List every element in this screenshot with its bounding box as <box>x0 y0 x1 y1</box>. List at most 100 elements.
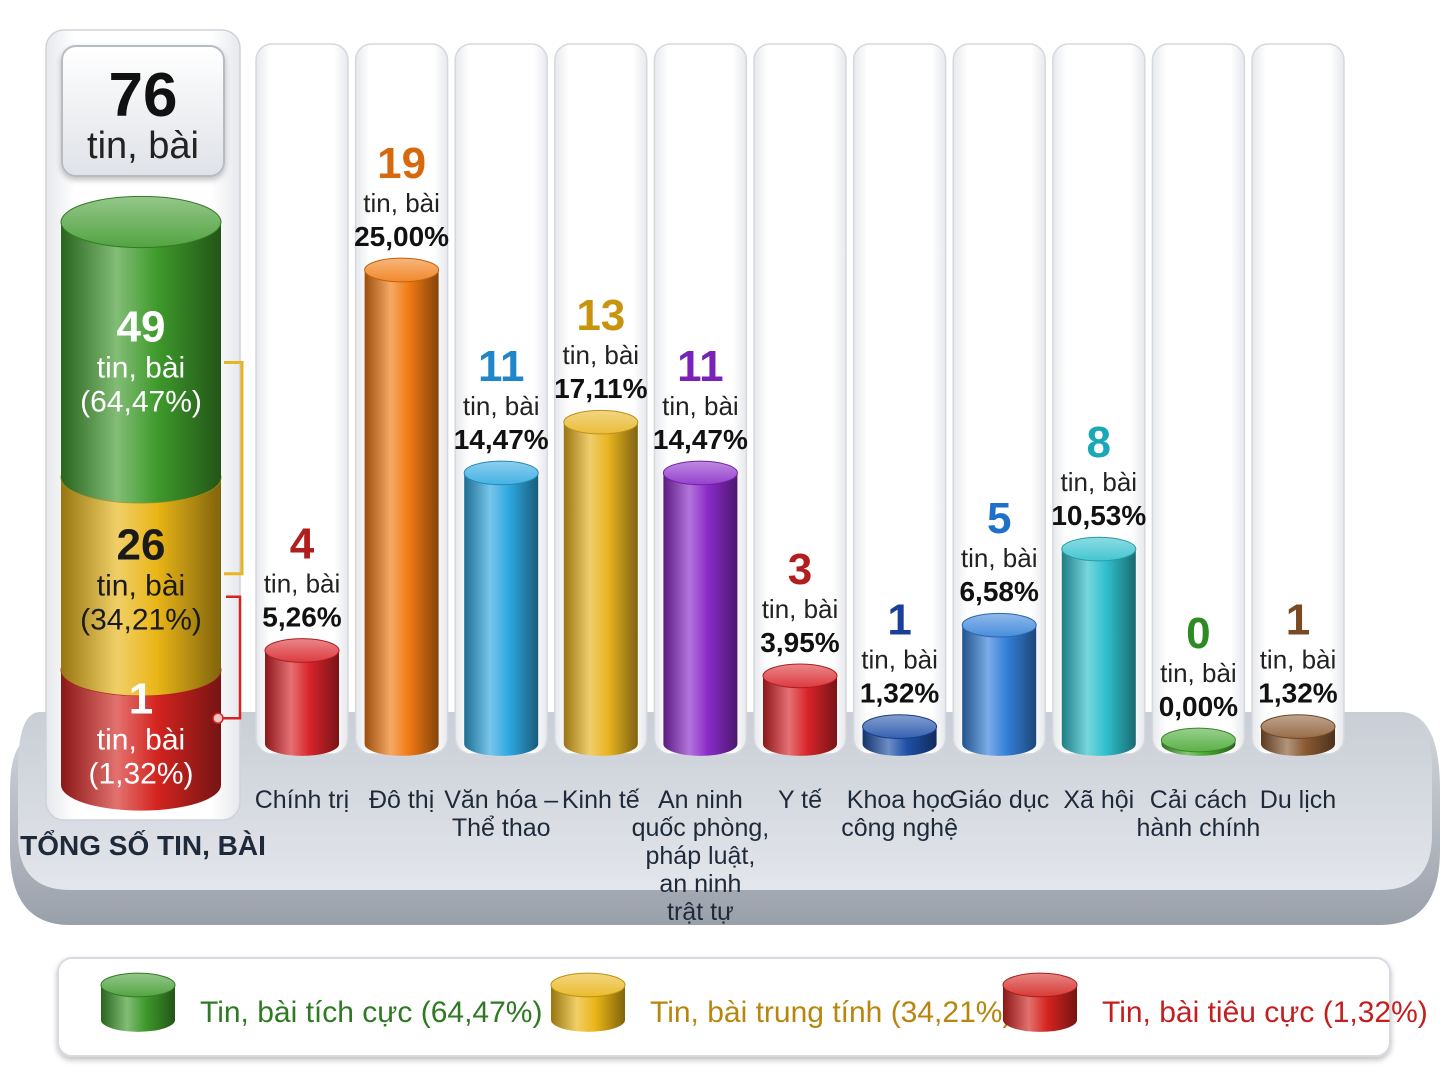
bar-3 <box>563 409 639 756</box>
bar-2 <box>463 460 539 756</box>
bar-label-7: Giáo dục <box>949 786 1049 814</box>
bar-9-top <box>1160 727 1236 753</box>
bar-7-body <box>962 625 1037 756</box>
bar-label-0: Chính trị <box>255 786 349 814</box>
total-caption: TỔNG SỐ TIN, BÀI <box>20 829 266 861</box>
bar-0 <box>264 638 340 756</box>
bar-9 <box>1160 727 1236 756</box>
total-box <box>61 45 225 177</box>
bar-0-body <box>265 650 339 756</box>
bar-value-4: 11 <box>677 342 724 391</box>
legend-swatch-0 <box>100 972 176 1032</box>
bar-unit-9: tin, bài <box>1160 658 1237 688</box>
bar-1 <box>364 257 440 756</box>
bar-3-body <box>563 422 638 756</box>
bar-7-top <box>961 612 1037 638</box>
total-segment-unit-1: tin, bài <box>97 570 185 603</box>
bar-unit-4: tin, bài <box>662 391 739 421</box>
bar-percent-7: 6,58% <box>959 576 1038 607</box>
bar-percent-3: 17,11% <box>554 373 648 404</box>
bar-1-body <box>364 270 439 756</box>
bar-label-2: Văn hóa – Thể thao <box>444 786 558 842</box>
legend-swatch-2 <box>1002 972 1078 1032</box>
bracket-neutral <box>224 360 244 576</box>
bar-8 <box>1061 536 1137 756</box>
bar-value-0: 4 <box>290 520 315 569</box>
bracket-dot <box>212 712 224 725</box>
legend: Tin, bài tích cực (64,47%) Tin, bài trung… <box>57 957 1428 1057</box>
bar-unit-5: tin, bài <box>762 594 839 624</box>
total-segment-unit-0: tin, bài <box>97 352 185 385</box>
bar-percent-2: 14,47% <box>454 424 549 455</box>
bar-unit-0: tin, bài <box>264 569 341 599</box>
bar-label-1: Đô thị <box>369 786 434 814</box>
bar-label-6: Khoa học công nghệ <box>841 786 958 842</box>
bar-label-8: Xã hội <box>1063 786 1134 814</box>
total-segment-percent-0: (64,47%) <box>80 386 202 419</box>
bar-value-9: 0 <box>1186 609 1210 658</box>
bar-percent-9: 0,00% <box>1159 691 1238 722</box>
total-segment-percent-2: (1,32%) <box>88 758 193 791</box>
bar-10-top <box>1260 714 1336 739</box>
total-value: 76 <box>109 61 178 130</box>
bar-4-body <box>663 472 738 756</box>
bar-8-top <box>1061 536 1137 562</box>
bar-percent-5: 3,95% <box>760 627 839 658</box>
bar-percent-10: 1,32% <box>1258 678 1337 709</box>
bar-percent-4: 14,47% <box>653 424 748 455</box>
bar-3-top <box>563 409 639 435</box>
total-segment-0 <box>60 195 222 503</box>
bar-value-6: 1 <box>887 596 911 645</box>
bar-4-top <box>662 460 738 486</box>
bar-label-3: Kinh tế <box>562 786 640 814</box>
bar-value-2: 11 <box>478 342 525 391</box>
bar-value-10: 1 <box>1286 596 1310 645</box>
bar-7 <box>961 612 1037 756</box>
bar-value-8: 8 <box>1087 418 1111 467</box>
total-segment-value-1: 26 <box>117 521 166 570</box>
bar-5-body <box>763 675 837 756</box>
legend-label-2: Tin, bài tiêu cực (1,32%) <box>1102 996 1428 1029</box>
bar-unit-6: tin, bài <box>861 645 938 675</box>
legend-swatch-1-top <box>550 972 626 998</box>
bar-unit-7: tin, bài <box>961 543 1038 573</box>
legend-label-1: Tin, bài trung tính (34,21%) <box>650 996 1012 1029</box>
bar-percent-8: 10,53% <box>1051 500 1146 531</box>
total-segment-1-body <box>61 477 221 696</box>
bar-10 <box>1260 714 1336 756</box>
bar-unit-3: tin, bài <box>562 340 639 370</box>
bar-8-body <box>1061 549 1136 756</box>
legend-swatch-2-top <box>1002 972 1078 998</box>
legend-swatch-1 <box>550 972 626 1032</box>
bar-label-9: Cải cách hành chính <box>1137 786 1261 842</box>
bar-value-7: 5 <box>987 494 1011 543</box>
bar-label-10: Du lịch <box>1260 786 1336 814</box>
bar-4 <box>662 460 738 756</box>
bar-6 <box>862 714 938 756</box>
legend-label-0: Tin, bài tích cực (64,47%) <box>200 996 542 1029</box>
bar-value-1: 19 <box>377 139 426 188</box>
legend-swatch-2-body <box>1003 985 1077 1032</box>
bracket-negative <box>220 595 242 720</box>
bar-value-5: 3 <box>788 545 812 594</box>
total-segment-2-body <box>61 670 221 811</box>
bar-percent-0: 5,26% <box>262 602 341 633</box>
bar-0-top <box>264 638 340 663</box>
total-segment-0-top <box>60 195 222 249</box>
legend-swatch-1-body <box>551 985 625 1032</box>
bar-percent-6: 1,32% <box>860 678 939 709</box>
bar-1-top <box>364 257 440 283</box>
total-unit: tin, bài <box>87 125 199 167</box>
bar-2-top <box>463 460 539 486</box>
bar-2-body <box>464 472 539 756</box>
bar-5 <box>762 663 838 756</box>
total-segment-0-body <box>61 222 221 503</box>
bar-unit-2: tin, bài <box>463 391 540 421</box>
bar-unit-1: tin, bài <box>363 188 440 218</box>
platform <box>10 712 1440 925</box>
bar-label-5: Y tế <box>778 786 822 814</box>
total-segment-value-0: 49 <box>117 303 166 352</box>
